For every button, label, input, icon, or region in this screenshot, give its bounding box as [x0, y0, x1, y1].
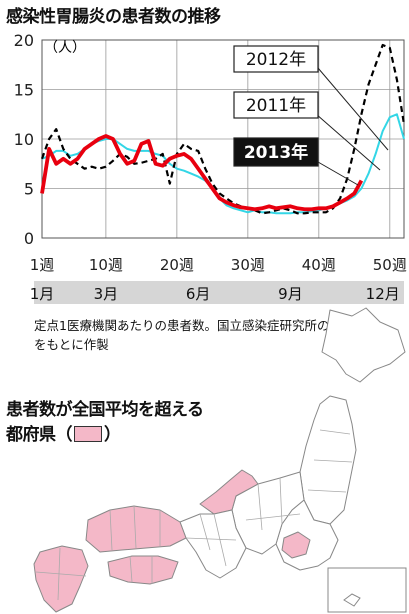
series-line-2013 — [40, 134, 364, 212]
series-label: 2011年 — [246, 96, 306, 116]
x-tick-label: 10週 — [89, 256, 123, 274]
source-note: 定点1医療機関あたりの患者数。国立感染症研究所の資料をもとに作製 — [34, 318, 355, 352]
series-labels: 2012年 2011年 2013年 — [233, 45, 389, 186]
series-label-box — [233, 137, 319, 167]
map-region-tokyo — [281, 531, 311, 559]
map-title-prefix: 都府県（ — [6, 425, 73, 445]
map-region-tohoku — [299, 395, 357, 525]
leader-line — [315, 113, 381, 171]
map-title-line2: 都府県（ ） — [6, 423, 204, 448]
month-label: 12月 — [366, 285, 400, 303]
month-band — [34, 281, 404, 304]
x-tick-label: 40週 — [302, 256, 336, 274]
x-tick-label: 50週 — [373, 256, 407, 274]
prefecture-borders — [35, 429, 353, 601]
unit-label: （人） — [44, 40, 86, 56]
series-label-box — [233, 91, 319, 119]
chart-series — [40, 43, 406, 215]
y-tick-label: 10 — [14, 130, 34, 149]
map-region-shikoku — [107, 555, 179, 585]
map-region-kansai — [179, 509, 247, 579]
chart-axes: 0 5 10 15 20 1週 10週 20週 30週 40週 50週 1月 3月 6月 9月 12月 — [14, 31, 407, 304]
month-label: 6月 — [186, 285, 211, 303]
highlight-swatch — [74, 426, 102, 442]
series-label: 2013年 — [244, 142, 308, 163]
y-tick-label: 0 — [24, 229, 34, 248]
line-chart: 0 5 10 15 20 1週 10週 20週 30週 40週 50週 1月 3月 6月 9月 12月 201… — [14, 31, 407, 304]
map-inset-frame — [327, 567, 407, 613]
series-label-box — [233, 45, 319, 73]
y-tick-label: 15 — [14, 81, 34, 100]
map-region-chugoku — [85, 505, 187, 553]
map-title-line1: 患者数が全国平均を超える — [6, 400, 204, 420]
japan-map — [33, 307, 407, 613]
chart-title: 感染性胃腸炎の患者数の推移 — [6, 7, 221, 27]
y-tick-label: 5 — [24, 180, 34, 199]
month-label: 3月 — [94, 285, 119, 303]
map-region-okinawa — [343, 593, 361, 607]
x-tick-label: 20週 — [160, 256, 194, 274]
leader-line — [317, 161, 359, 186]
series-label: 2012年 — [246, 50, 306, 70]
x-tick-label: 30週 — [231, 256, 265, 274]
y-tick-label: 20 — [14, 31, 34, 50]
month-label: 9月 — [278, 285, 303, 303]
leader-line — [317, 67, 389, 151]
x-tick-label: 1週 — [30, 256, 55, 274]
series-line-2012 — [40, 43, 406, 215]
map-region-kyushu — [33, 545, 89, 613]
map-region-hokkaido — [321, 307, 406, 383]
month-label: 1月 — [30, 285, 55, 303]
map-title: 患者数が全国平均を超える 都府県（ ） — [6, 398, 204, 448]
map-title-suffix: ） — [104, 425, 121, 445]
